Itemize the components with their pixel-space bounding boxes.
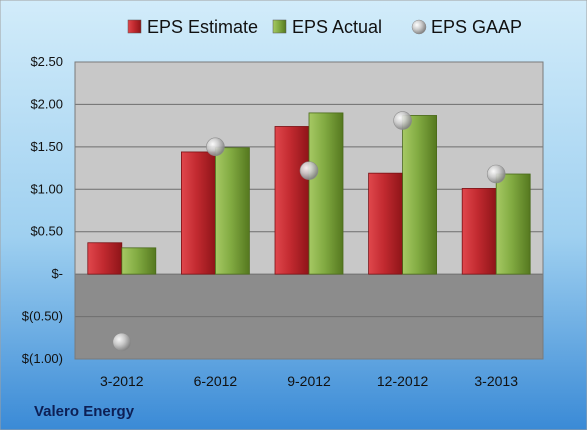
bar-eps-actual [495,173,531,275]
y-tick-label: $2.00 [30,96,63,111]
y-tick-label: $2.50 [30,54,63,69]
bar-eps-estimate [87,242,123,275]
bar-eps-actual [308,112,344,275]
point-eps-gaap [112,332,132,352]
legend-label-eps-gaap: EPS GAAP [431,17,522,37]
x-category-label: 12-2012 [377,373,429,389]
legend: EPS Estimate EPS Actual EPS GAAP [127,17,522,37]
point-eps-gaap [299,161,319,180]
x-category-label: 3-2013 [474,373,518,389]
x-category-label: 3-2012 [100,373,144,389]
bar-eps-actual [214,147,250,275]
point-eps-gaap [393,111,412,130]
bar-eps-estimate [180,151,216,275]
legend-label-eps-estimate: EPS Estimate [147,17,258,37]
y-tick-label: $1.00 [30,181,63,196]
point-eps-gaap [206,137,225,157]
bar-eps-estimate [368,172,404,275]
plot-area: $2.50 $2.00 $1.50 $1.00 $0.50 $- $(0.50) $(1.00… [22,54,544,389]
legend-swatch-eps-actual [272,19,287,34]
y-tick-label: $- [51,266,63,281]
legend-swatch-eps-estimate [127,19,142,34]
legend-swatch-eps-gaap [411,19,427,35]
plot-border [74,61,544,360]
y-tick-label: $0.50 [30,224,63,239]
bar-eps-actual [121,247,157,275]
y-tick-label: $(1.00) [22,351,63,366]
bar-eps-actual [402,115,438,275]
bar-eps-estimate [274,126,310,275]
company-label: Valero Energy [34,403,135,420]
y-tick-label: $1.50 [30,139,63,154]
y-tick-label: $(0.50) [22,309,63,324]
x-category-label: 9-2012 [287,373,331,389]
legend-label-eps-actual: EPS Actual [292,17,382,37]
bar-eps-estimate [461,188,497,275]
x-category-label: 6-2012 [194,373,238,389]
point-eps-gaap [486,164,506,184]
